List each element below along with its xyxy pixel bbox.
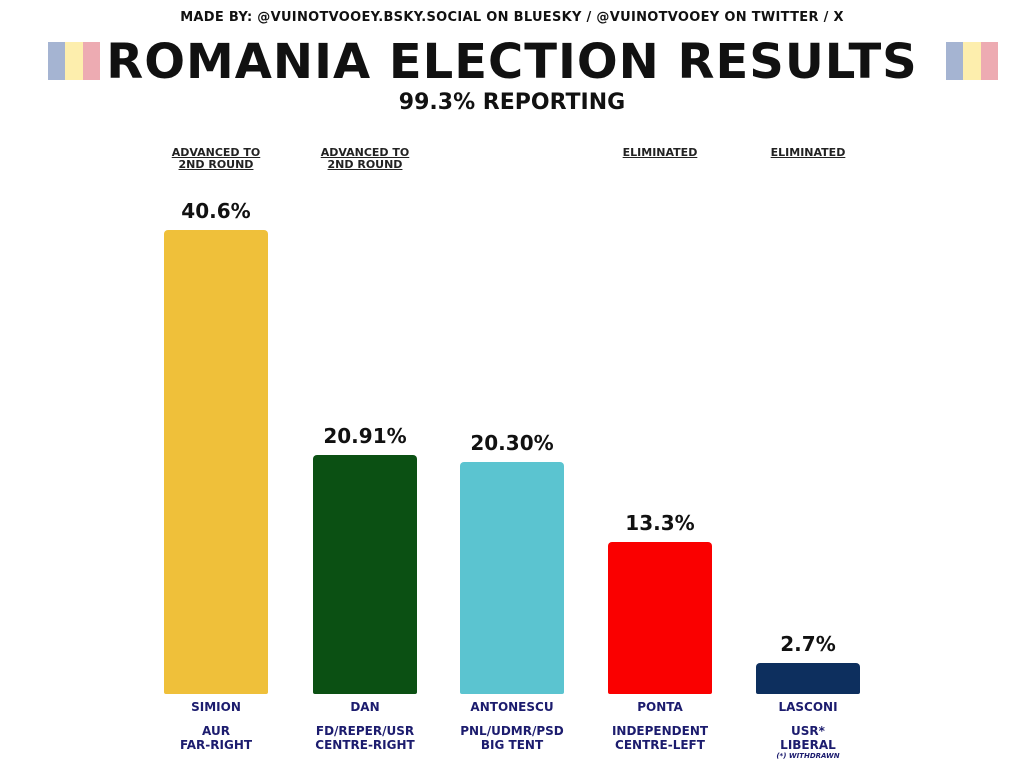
tick-label: DAN — [350, 700, 380, 714]
data-label: 20.91% — [323, 423, 407, 448]
footnote: (*) WITHDRAWN — [776, 752, 840, 760]
tick-label: SIMION — [191, 700, 241, 714]
bar — [608, 541, 712, 694]
bar — [164, 229, 268, 694]
data-label: 20.30% — [470, 430, 554, 455]
tick-label: PONTA — [637, 700, 683, 714]
romania-flag-icon-right — [946, 42, 998, 80]
party-label: AUR FAR-RIGHT — [179, 724, 253, 752]
party-label: FD/REPER/USR CENTRE-RIGHT — [315, 724, 415, 752]
credit-line: MADE BY: @VUINOTVOOEY.BSKY.SOCIAL ON BLU… — [180, 10, 844, 25]
status-label: ELIMINATED — [770, 146, 846, 159]
romania-flag-icon-left — [48, 42, 100, 80]
chart-subtitle: 99.3% REPORTING — [398, 90, 626, 115]
bar — [313, 454, 417, 694]
status-label: ELIMINATED — [622, 146, 698, 159]
chart-title: ROMANIA ELECTION RESULTS — [106, 34, 918, 90]
party-label: PNL/UDMR/PSD BIG TENT — [460, 724, 564, 752]
status-label: ADVANCED TO 2ND ROUND — [171, 146, 261, 171]
data-label: 13.3% — [625, 510, 695, 535]
data-label: 40.6% — [181, 198, 251, 223]
tick-label: ANTONESCU — [470, 700, 554, 714]
data-label: 2.7% — [780, 632, 836, 657]
bar — [460, 461, 564, 694]
tick-label: LASCONI — [778, 700, 838, 714]
bar — [756, 663, 860, 694]
party-label: USR* LIBERAL — [780, 724, 836, 752]
status-label: ADVANCED TO 2ND ROUND — [320, 146, 410, 171]
party-label: INDEPENDENT CENTRE-LEFT — [611, 724, 709, 752]
